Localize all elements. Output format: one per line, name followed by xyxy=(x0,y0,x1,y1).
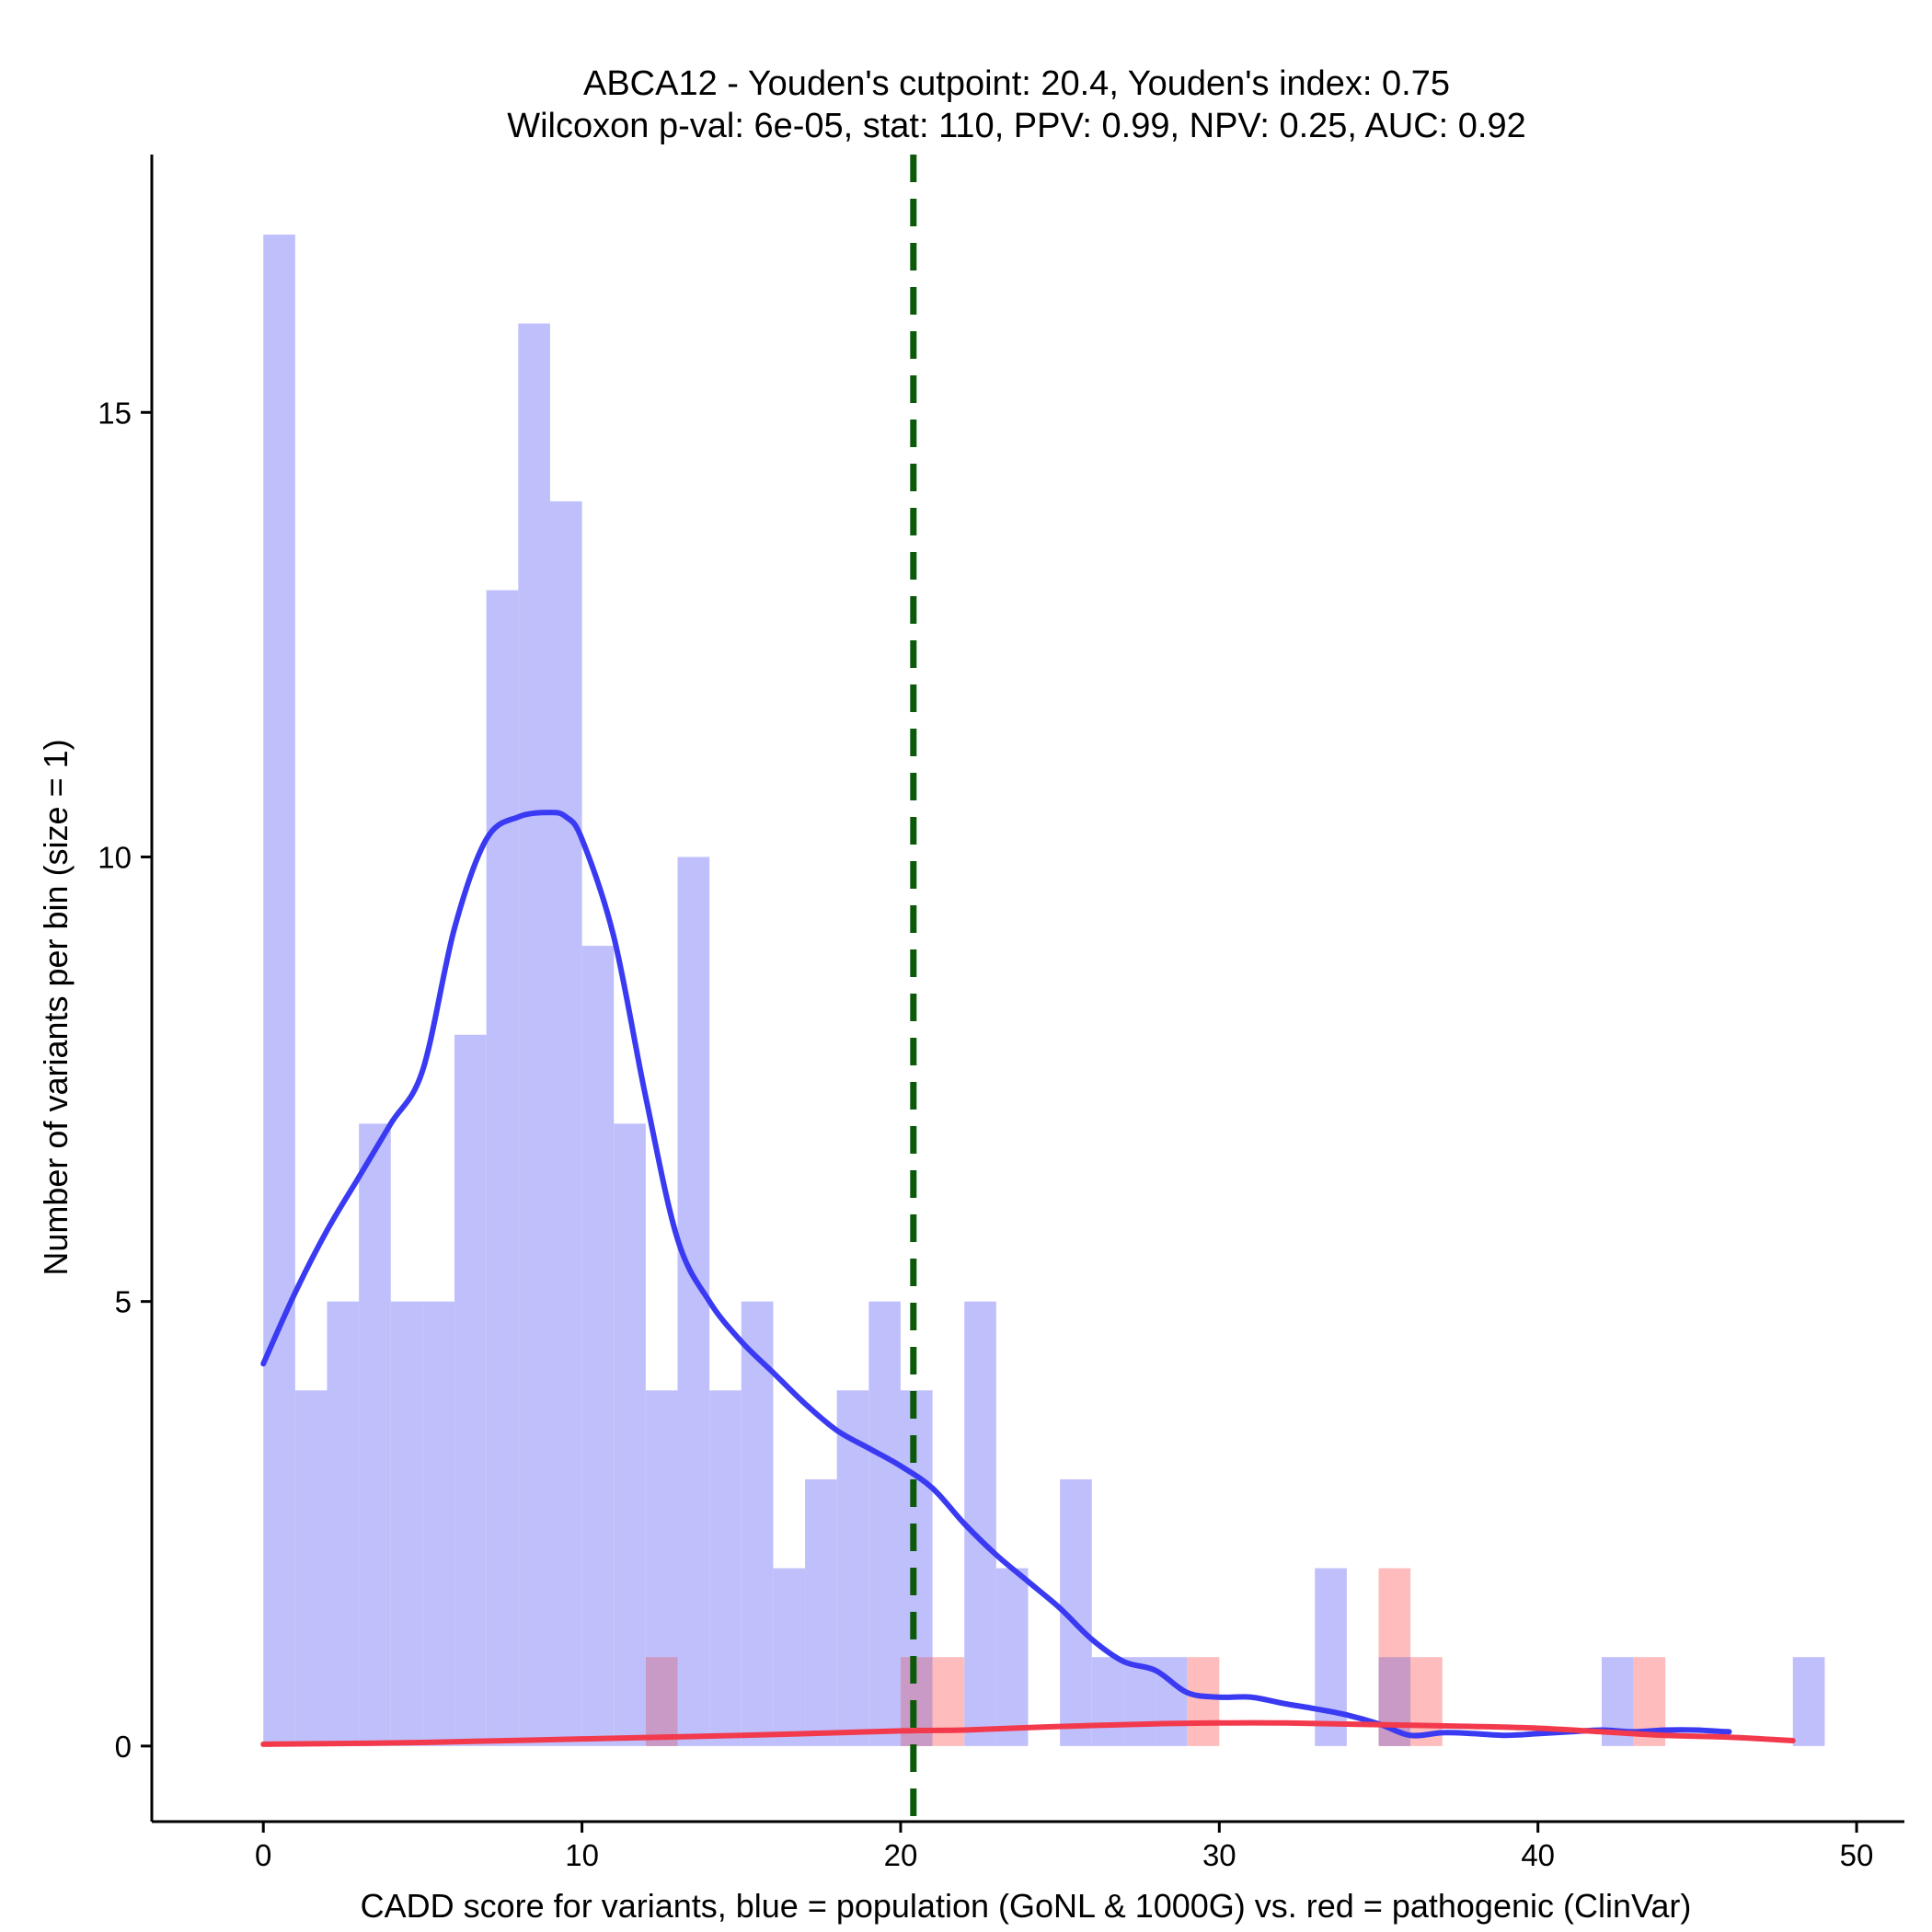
pathogenic-density-curve xyxy=(260,1719,1796,1747)
population-bar xyxy=(1792,1657,1825,1746)
population-bar xyxy=(1123,1657,1156,1746)
population-bar xyxy=(454,1034,487,1746)
population-bar xyxy=(327,1301,360,1746)
population-bar xyxy=(614,1123,646,1746)
population-bar xyxy=(518,323,550,1746)
x-tick-label: 0 xyxy=(255,1838,271,1872)
x-tick-label: 40 xyxy=(1521,1838,1555,1872)
population-bar xyxy=(868,1301,901,1746)
overlap-bar xyxy=(645,1657,678,1746)
population-bar xyxy=(294,1390,328,1746)
population-bar xyxy=(836,1390,869,1746)
population-bar xyxy=(390,1301,423,1746)
population-bar xyxy=(263,234,295,1746)
population-bar xyxy=(1315,1568,1347,1746)
y-tick-label: 15 xyxy=(98,396,132,430)
density-curves xyxy=(260,810,1796,1747)
population-bar xyxy=(359,1123,391,1746)
population-bar xyxy=(549,500,582,1746)
population-bar xyxy=(805,1478,837,1746)
x-tick-label: 10 xyxy=(565,1838,599,1872)
x-axis-label: CADD score for variants, blue = populati… xyxy=(361,1887,1692,1925)
chart-title: ABCA12 - Youden's cutpoint: 20.4, Youden… xyxy=(507,64,1526,145)
y-tick-label: 5 xyxy=(115,1285,132,1319)
population-bar xyxy=(581,946,615,1746)
x-tick-label: 50 xyxy=(1840,1838,1874,1872)
y-axis-label: Number of variants per bin (size = 1) xyxy=(37,739,75,1275)
pathogenic-bar xyxy=(1187,1657,1220,1746)
population-bars xyxy=(263,234,1825,1746)
x-tick-label: 20 xyxy=(884,1838,918,1872)
y-tick-label: 0 xyxy=(115,1730,132,1764)
y-axis-ticks: 0 5 10 15 xyxy=(98,396,152,1764)
population-bar xyxy=(995,1568,1029,1746)
population-bar xyxy=(486,590,519,1746)
population-bar xyxy=(964,1301,996,1746)
population-bar xyxy=(741,1301,774,1746)
population-bar xyxy=(1091,1657,1124,1746)
x-axis-ticks: 0 10 20 30 40 50 xyxy=(255,1822,1873,1872)
x-tick-label: 30 xyxy=(1202,1838,1236,1872)
axes: 0 10 20 30 40 50 0 5 10 15 xyxy=(98,155,1904,1872)
population-bar xyxy=(422,1301,455,1746)
population-bar xyxy=(677,857,710,1746)
y-tick-label: 10 xyxy=(98,840,132,874)
chart-title-line-1: ABCA12 - Youden's cutpoint: 20.4, Youden… xyxy=(583,64,1450,103)
chart-title-line-2: Wilcoxon p-val: 6e-05, stat: 110, PPV: 0… xyxy=(507,107,1526,145)
population-bar xyxy=(773,1568,806,1746)
population-bar xyxy=(709,1390,742,1746)
population-density-curve xyxy=(260,810,1732,1739)
